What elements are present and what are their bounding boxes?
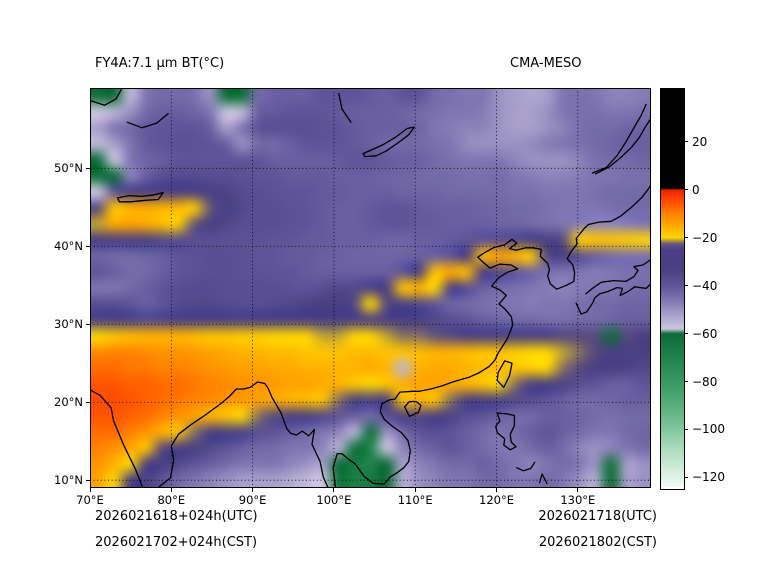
coastline-luzon	[495, 412, 517, 451]
valid-time-cst: 2026021802(CST)	[538, 535, 657, 550]
lat-tick-mark	[86, 167, 90, 169]
colorbar-tick-mark	[685, 285, 688, 287]
colorbar-tick-mark	[685, 476, 688, 478]
colorbar-tick-label: −60	[692, 326, 718, 341]
colorbar-tick-label: −80	[692, 374, 718, 389]
colorbar-tick-label: −20	[692, 230, 718, 245]
lon-tick-mark	[89, 488, 91, 492]
coastline-india-west-coast	[90, 389, 144, 488]
lon-tick-mark	[252, 488, 254, 492]
coastline-okhotsk-coast	[595, 117, 651, 175]
colorbar-tick-label: −40	[692, 278, 718, 293]
lon-tick-mark	[414, 488, 416, 492]
lon-tick-mark	[496, 488, 498, 492]
lat-tick-mark	[86, 401, 90, 403]
colorbar-tick-mark	[685, 141, 688, 143]
lat-tick-mark	[86, 323, 90, 325]
lat-tick-label: 20°N	[54, 395, 83, 410]
map-overlay-svg	[90, 88, 651, 488]
coastline-indochina-china-korea-russia	[332, 184, 651, 488]
coastline-visayas-2	[538, 473, 548, 484]
colorbar-tick-label: −100	[692, 422, 725, 437]
lat-tick-label: 40°N	[54, 239, 83, 254]
coastline-amur-river	[591, 103, 647, 174]
coastline-lake-balkhash	[116, 191, 164, 203]
bt-heatmap-canvas	[90, 88, 651, 488]
lon-tick-label: 130°E	[560, 493, 596, 507]
coastline-japan-sea-side	[585, 258, 651, 295]
lon-tick-label: 100°E	[316, 493, 352, 507]
lon-tick-label: 110°E	[397, 493, 433, 507]
colorbar-tick-mark	[685, 381, 688, 382]
lon-tick-label: 120°E	[479, 493, 514, 507]
init-time-utc: 2026021618+024h(UTC)	[95, 509, 258, 524]
colorbar: 20 0 −20 −40 −60 −80 −100 −120	[660, 88, 725, 490]
figure-title: FY4A:7.1 μm BT(°C)	[95, 56, 225, 71]
coastline-lake-baikal	[362, 126, 416, 158]
colorbar-tick-mark	[685, 237, 688, 239]
lat-tick-label: 10°N	[54, 473, 83, 488]
coastline-india-east-bengal-myanmar	[156, 381, 329, 488]
coastline-visayas-1	[516, 461, 536, 472]
lat-tick-label: 30°N	[54, 317, 83, 332]
colorbar-gradient-canvas	[661, 89, 684, 487]
coastline-siberia-river-2	[126, 113, 169, 129]
colorbar-tick-label: 20	[692, 134, 708, 149]
model-name-title: CMA-MESO	[510, 56, 582, 71]
lon-tick-mark	[577, 488, 579, 492]
valid-time-utc: 2026021718(UTC)	[538, 509, 657, 524]
init-time-cst: 2026021702+024h(CST)	[95, 535, 258, 550]
lon-tick-mark	[170, 488, 172, 492]
coastline-siberia-river-1	[90, 88, 123, 106]
colorbar-tick-label: −120	[692, 470, 725, 485]
lon-tick-label: 80°E	[157, 493, 186, 507]
coastline-hainan	[403, 400, 422, 417]
coastline-japan-pacific-side	[575, 283, 651, 315]
lon-tick-label: 70°E	[76, 493, 104, 507]
lon-tick-label: 90°E	[238, 493, 267, 507]
coastline-taiwan	[496, 360, 513, 389]
map-plot-area	[90, 88, 651, 488]
colorbar-tick-mark	[685, 428, 688, 430]
colorbar-tick-label: 0	[692, 182, 700, 197]
coastline-siberia-river-3	[338, 92, 352, 123]
lat-tick-mark	[86, 479, 90, 481]
colorbar-tick-mark	[685, 189, 688, 191]
lon-tick-mark	[333, 488, 335, 492]
lat-tick-mark	[86, 245, 90, 247]
colorbar-tick-mark	[685, 333, 688, 335]
plot-frame	[90, 88, 651, 488]
lat-tick-label: 50°N	[54, 161, 83, 176]
